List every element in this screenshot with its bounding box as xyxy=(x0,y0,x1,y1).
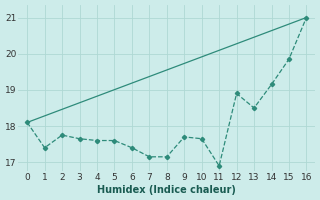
X-axis label: Humidex (Indice chaleur): Humidex (Indice chaleur) xyxy=(97,185,236,195)
